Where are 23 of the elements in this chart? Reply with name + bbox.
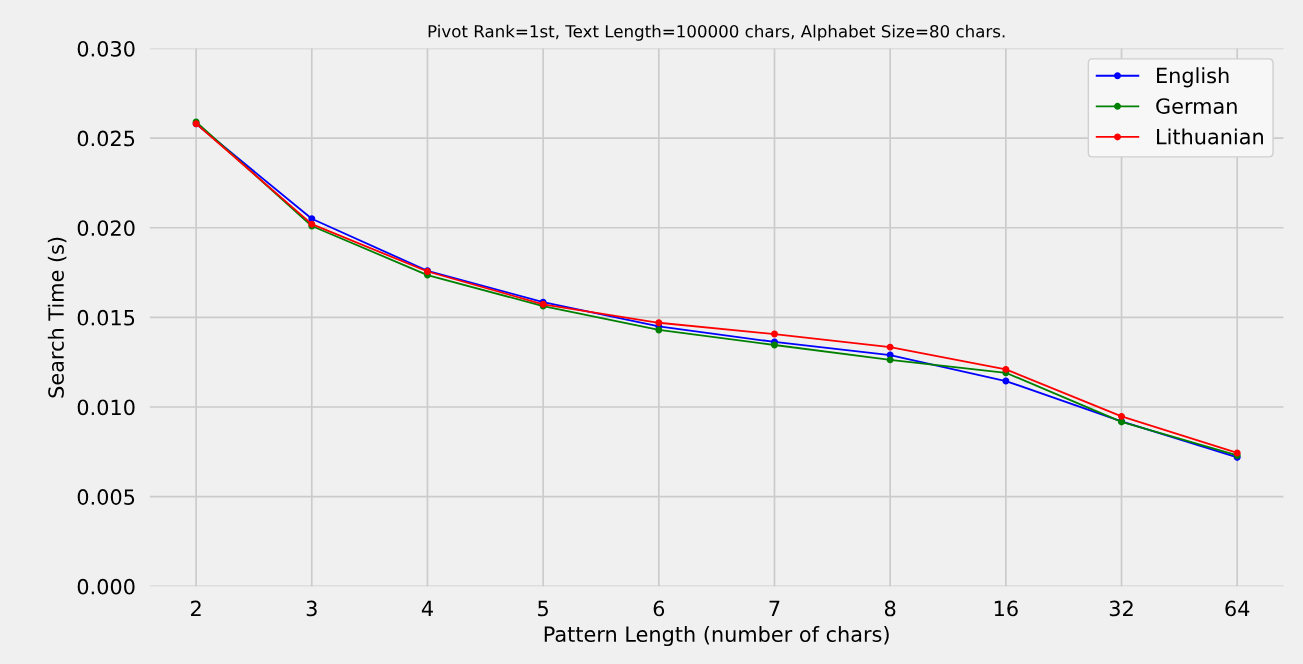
x-axis-title: Pattern Length (number of chars) xyxy=(544,625,889,647)
x-tick-label: 64 xyxy=(1225,600,1250,617)
x-tick-label: 16 xyxy=(994,600,1018,617)
y-tick-label: 0.025 xyxy=(77,130,135,147)
y-tick-label: 0.020 xyxy=(77,220,135,236)
x-tick-label: 32 xyxy=(1109,600,1133,617)
y-tick-label: 0.010 xyxy=(77,399,135,416)
x-tick-label: 3 xyxy=(306,600,317,617)
legend-label: German xyxy=(1156,98,1237,114)
legend-label: Lithuanian xyxy=(1157,128,1263,145)
legend-label: English xyxy=(1157,67,1229,88)
y-tick-label: 0.000 xyxy=(77,578,135,595)
x-tick-label: 7 xyxy=(769,600,780,617)
x-tick-label: 2 xyxy=(191,600,201,617)
y-axis-title: Search Time (s) xyxy=(47,237,67,398)
x-tick-label: 6 xyxy=(653,600,665,617)
y-tick-label: 0.005 xyxy=(77,489,135,505)
x-tick-label: 4 xyxy=(421,600,433,617)
y-tick-label: 0.015 xyxy=(77,309,135,326)
y-tick-label: 0.030 xyxy=(77,40,135,57)
x-tick-label: 5 xyxy=(538,600,548,617)
x-tick-label: 8 xyxy=(884,600,896,617)
chart-title: Pivot Rank=1st, Text Length=100000 chars, Alphabet Size=80 chars. xyxy=(428,24,1005,41)
